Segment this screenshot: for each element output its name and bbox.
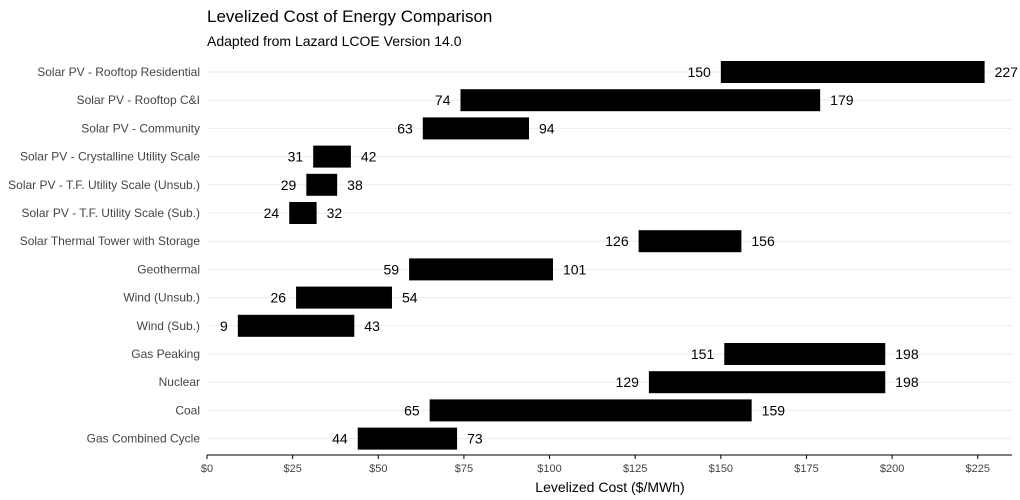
range-bar (296, 286, 392, 309)
x-axis: $0 $25 $50 $75 $100 $125 $150 $175 $200 $225 (201, 454, 1012, 475)
low-value-label: 44 (332, 431, 348, 447)
low-value-label: 29 (281, 177, 297, 193)
chart-subtitle: Adapted from Lazard LCOE Version 14.0 (207, 33, 462, 49)
category-label: Solar PV - T.F. Utility Scale (Sub.) (22, 206, 201, 220)
grid-layer (207, 71, 1012, 440)
x-tick-label: $225 (966, 463, 990, 475)
high-value-label: 227 (995, 64, 1019, 80)
low-value-label: 24 (264, 205, 280, 221)
x-tick-label: $0 (201, 463, 213, 475)
label-layer: Solar PV - Rooftop Residential 150 227 Sola… (8, 64, 1018, 447)
range-bar (306, 173, 338, 196)
x-tick-label: $150 (709, 463, 733, 475)
low-value-label: 126 (605, 233, 629, 249)
range-bar (313, 145, 351, 168)
category-label: Solar PV - Rooftop Residential (37, 65, 200, 79)
range-bar (237, 314, 355, 337)
category-label: Solar PV - Rooftop C&I (77, 93, 200, 107)
category-label: Gas Peaking (131, 347, 200, 361)
category-label: Wind (Unsub.) (123, 291, 200, 305)
high-value-label: 32 (327, 205, 343, 221)
range-bar (422, 117, 529, 140)
x-tick-label: $200 (880, 463, 904, 475)
x-axis-title: Levelized Cost ($/MWh) (535, 479, 684, 495)
range-bar (409, 258, 553, 281)
low-value-label: 31 (288, 149, 304, 165)
x-tick-label: $25 (283, 463, 301, 475)
range-bar (460, 89, 821, 112)
category-label: Gas Combined Cycle (87, 432, 201, 446)
category-label: Solar PV - Crystalline Utility Scale (20, 150, 200, 164)
low-value-label: 63 (397, 120, 413, 136)
high-value-label: 94 (539, 120, 555, 136)
high-value-label: 42 (361, 149, 377, 165)
range-bar (638, 230, 742, 253)
category-label: Solar PV - Community (81, 121, 200, 135)
low-value-label: 65 (404, 402, 420, 418)
category-label: Solar PV - T.F. Utility Scale (Unsub.) (8, 178, 200, 192)
low-value-label: 74 (435, 92, 451, 108)
high-value-label: 159 (762, 402, 786, 418)
low-value-label: 151 (691, 346, 715, 362)
high-value-label: 179 (830, 92, 854, 108)
x-tick-label: $125 (623, 463, 647, 475)
category-label: Coal (175, 403, 200, 417)
low-value-label: 59 (384, 261, 400, 277)
high-value-label: 198 (895, 346, 919, 362)
range-bar (648, 371, 886, 394)
high-value-label: 38 (347, 177, 363, 193)
chart-title: Levelized Cost of Energy Comparison (207, 7, 492, 26)
high-value-label: 54 (402, 290, 418, 306)
x-tick-label: $50 (369, 463, 387, 475)
low-value-label: 26 (270, 290, 286, 306)
x-tick-label: $175 (794, 463, 818, 475)
high-value-label: 73 (467, 431, 483, 447)
range-bar (289, 202, 317, 224)
low-value-label: 150 (687, 64, 711, 80)
category-label: Wind (Sub.) (137, 319, 200, 333)
range-bar (724, 343, 886, 365)
low-value-label: 129 (616, 374, 640, 390)
x-tick-label: $75 (455, 463, 473, 475)
high-value-label: 156 (751, 233, 775, 249)
category-label: Geothermal (137, 262, 200, 276)
range-bar (720, 61, 985, 83)
low-value-label: 9 (220, 318, 228, 334)
high-value-label: 101 (563, 261, 587, 277)
category-label: Solar Thermal Tower with Storage (20, 234, 201, 248)
x-tick-label: $100 (537, 463, 561, 475)
category-label: Nuclear (159, 375, 200, 389)
high-value-label: 43 (364, 318, 380, 334)
high-value-label: 198 (895, 374, 919, 390)
range-bar (429, 399, 752, 422)
range-bar (357, 427, 458, 450)
bar-layer (237, 61, 985, 450)
